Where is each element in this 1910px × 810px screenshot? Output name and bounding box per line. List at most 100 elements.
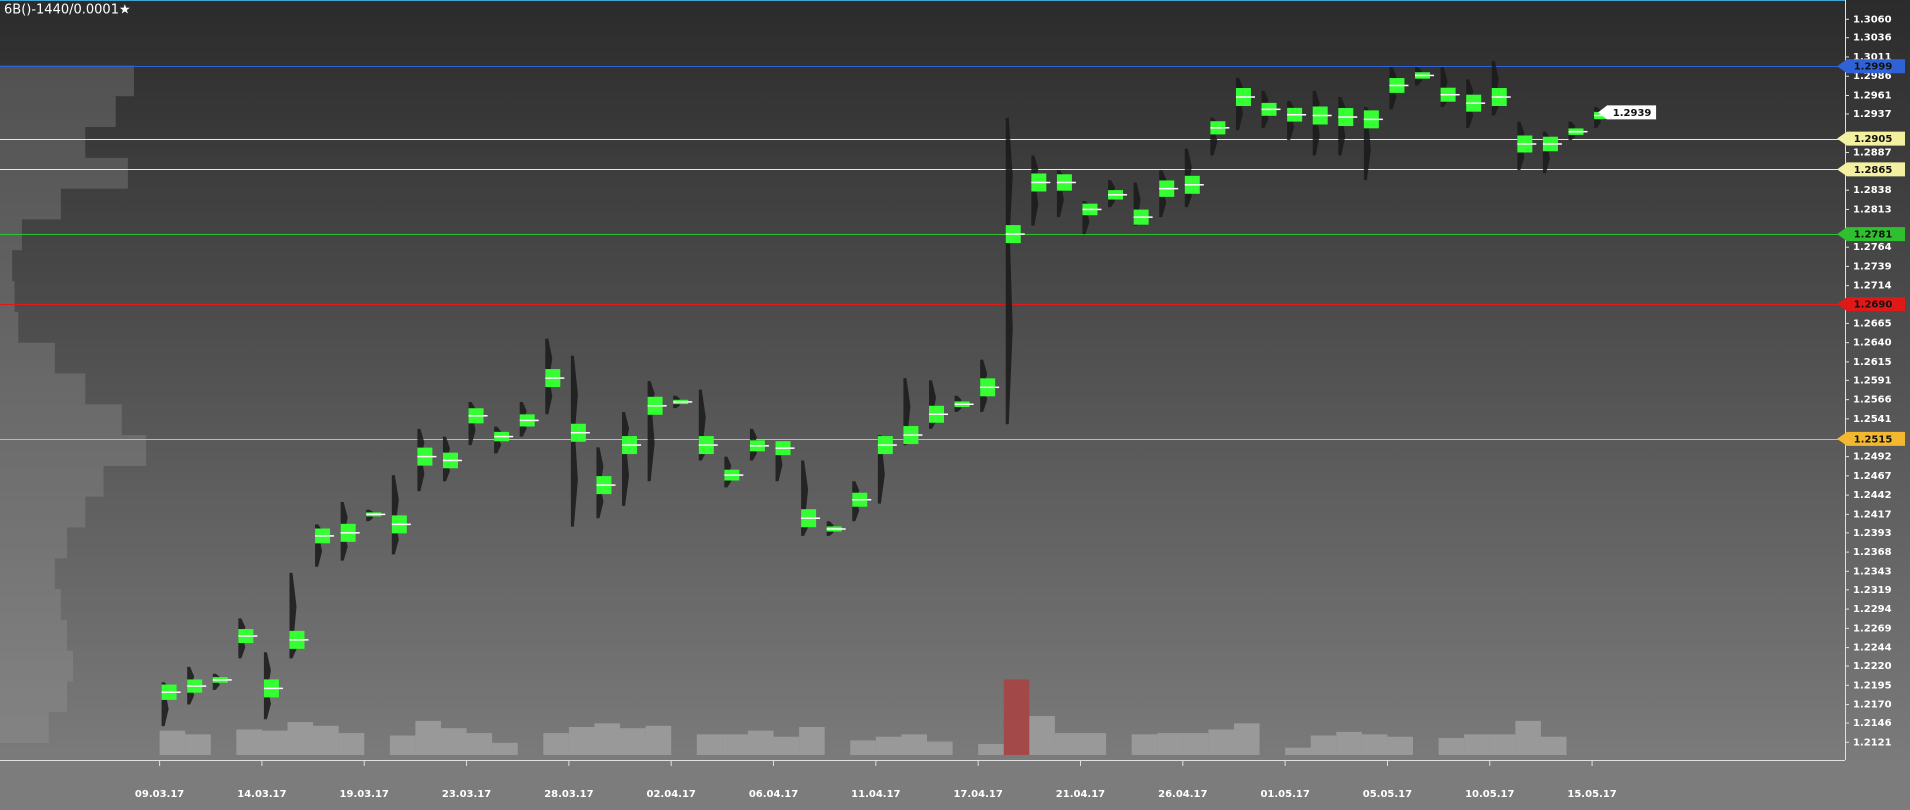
y-tick-label: 1.2319 [1853, 585, 1892, 596]
y-tick-label: 1.2714 [1853, 281, 1892, 292]
volume-bar [492, 742, 518, 755]
poc-line [570, 431, 590, 434]
y-tick-label: 1.2813 [1853, 204, 1892, 215]
volume-bar [1387, 736, 1414, 755]
volume-bar [287, 722, 314, 755]
poc-line [775, 447, 795, 449]
poc-line [1235, 96, 1255, 98]
volume-bar [747, 730, 774, 755]
volume-bar [440, 728, 467, 755]
poc-line [954, 403, 974, 406]
chart-title: 6B()-1440/0.0001★ [4, 3, 131, 18]
x-tick-label: 09.03.17 [135, 789, 184, 800]
poc-line [187, 685, 207, 687]
level-label: 1.2865 [1854, 165, 1893, 176]
poc-line [852, 498, 872, 501]
volume-bar [1131, 734, 1158, 755]
x-tick-label: 23.03.17 [442, 789, 491, 800]
volume-bar [1182, 733, 1209, 755]
poc-line [212, 679, 232, 681]
volume-bar [568, 726, 595, 755]
profile-bar [0, 681, 67, 713]
poc-line [1056, 181, 1076, 184]
y-tick-label: 1.2294 [1853, 604, 1892, 615]
volume-bar [1515, 720, 1541, 755]
poc-line [468, 415, 488, 417]
poc-line [673, 401, 693, 403]
x-axis-area [0, 760, 1910, 810]
volume-bar [1464, 734, 1490, 755]
poc-line [519, 419, 539, 422]
profile-bar [0, 311, 19, 343]
profile-bar [0, 527, 67, 559]
x-tick-label: 28.03.17 [544, 789, 593, 800]
x-tick-label: 14.03.17 [237, 789, 286, 800]
poc-line [1210, 127, 1230, 129]
level-tag [1837, 227, 1905, 242]
profile-bar [0, 465, 104, 497]
volume-bar [1208, 729, 1234, 755]
volume-bar [1310, 735, 1337, 755]
poc-line [826, 528, 846, 530]
level-label: 1.2515 [1854, 434, 1893, 445]
y-tick-label: 1.2121 [1853, 737, 1892, 748]
level-label: 1.2905 [1854, 134, 1893, 145]
y-tick-label: 1.2961 [1853, 90, 1892, 101]
level-label: 1.2690 [1854, 300, 1893, 311]
profile-bar [0, 281, 15, 312]
poc-line [801, 517, 821, 519]
volume-bar [978, 744, 1004, 755]
candle-profile [622, 411, 630, 506]
profile-bar [0, 250, 13, 282]
poc-line [494, 435, 514, 438]
y-tick-label: 1.2146 [1853, 718, 1892, 729]
poc-line [340, 532, 360, 534]
candle-profile [391, 475, 399, 555]
volume-bar [927, 741, 953, 755]
poc-line [596, 484, 616, 486]
profile-bar [0, 188, 61, 220]
volume-bar [620, 728, 646, 755]
x-tick-label: 06.04.17 [749, 789, 798, 800]
volume-bar [1003, 679, 1030, 755]
x-tick-label: 21.04.17 [1056, 789, 1105, 800]
poc-line [442, 459, 462, 462]
volume-bar [236, 729, 262, 755]
poc-line [263, 687, 283, 690]
y-tick-label: 1.2220 [1853, 661, 1892, 672]
profile-bar [0, 127, 86, 158]
poc-line [724, 474, 744, 476]
y-tick-label: 1.2467 [1853, 471, 1892, 482]
poc-line [1287, 113, 1307, 116]
volume-bar [1080, 733, 1107, 755]
poc-line [1389, 84, 1409, 87]
volume-bar [1336, 731, 1362, 755]
level-label: 1.2999 [1854, 62, 1893, 73]
profile-bar [0, 96, 116, 128]
volume-bar [773, 736, 800, 755]
y-tick-label: 1.2492 [1853, 452, 1892, 463]
y-tick-label: 1.2986 [1853, 71, 1892, 82]
y-tick-label: 1.2195 [1853, 680, 1892, 691]
poc-line [1363, 118, 1383, 121]
profile-bar [0, 157, 128, 189]
volume-bar [875, 736, 902, 755]
y-tick-label: 1.2170 [1853, 700, 1892, 711]
poc-line [1542, 143, 1562, 145]
poc-line [289, 639, 309, 641]
poc-line [1261, 108, 1281, 111]
y-tick-label: 1.2640 [1853, 338, 1892, 349]
poc-line [877, 444, 897, 446]
last-price-label: 1.2939 [1613, 108, 1652, 119]
volume-bar [159, 730, 186, 755]
volume-bar [1285, 747, 1311, 755]
poc-line [417, 455, 437, 458]
volume-bar [1157, 733, 1183, 755]
profile-bar [0, 342, 55, 374]
volume-bar [645, 725, 672, 755]
x-tick-label: 26.04.17 [1158, 789, 1207, 800]
profile-bar [0, 435, 147, 466]
poc-line [622, 444, 642, 446]
volume-bar [1361, 734, 1388, 755]
